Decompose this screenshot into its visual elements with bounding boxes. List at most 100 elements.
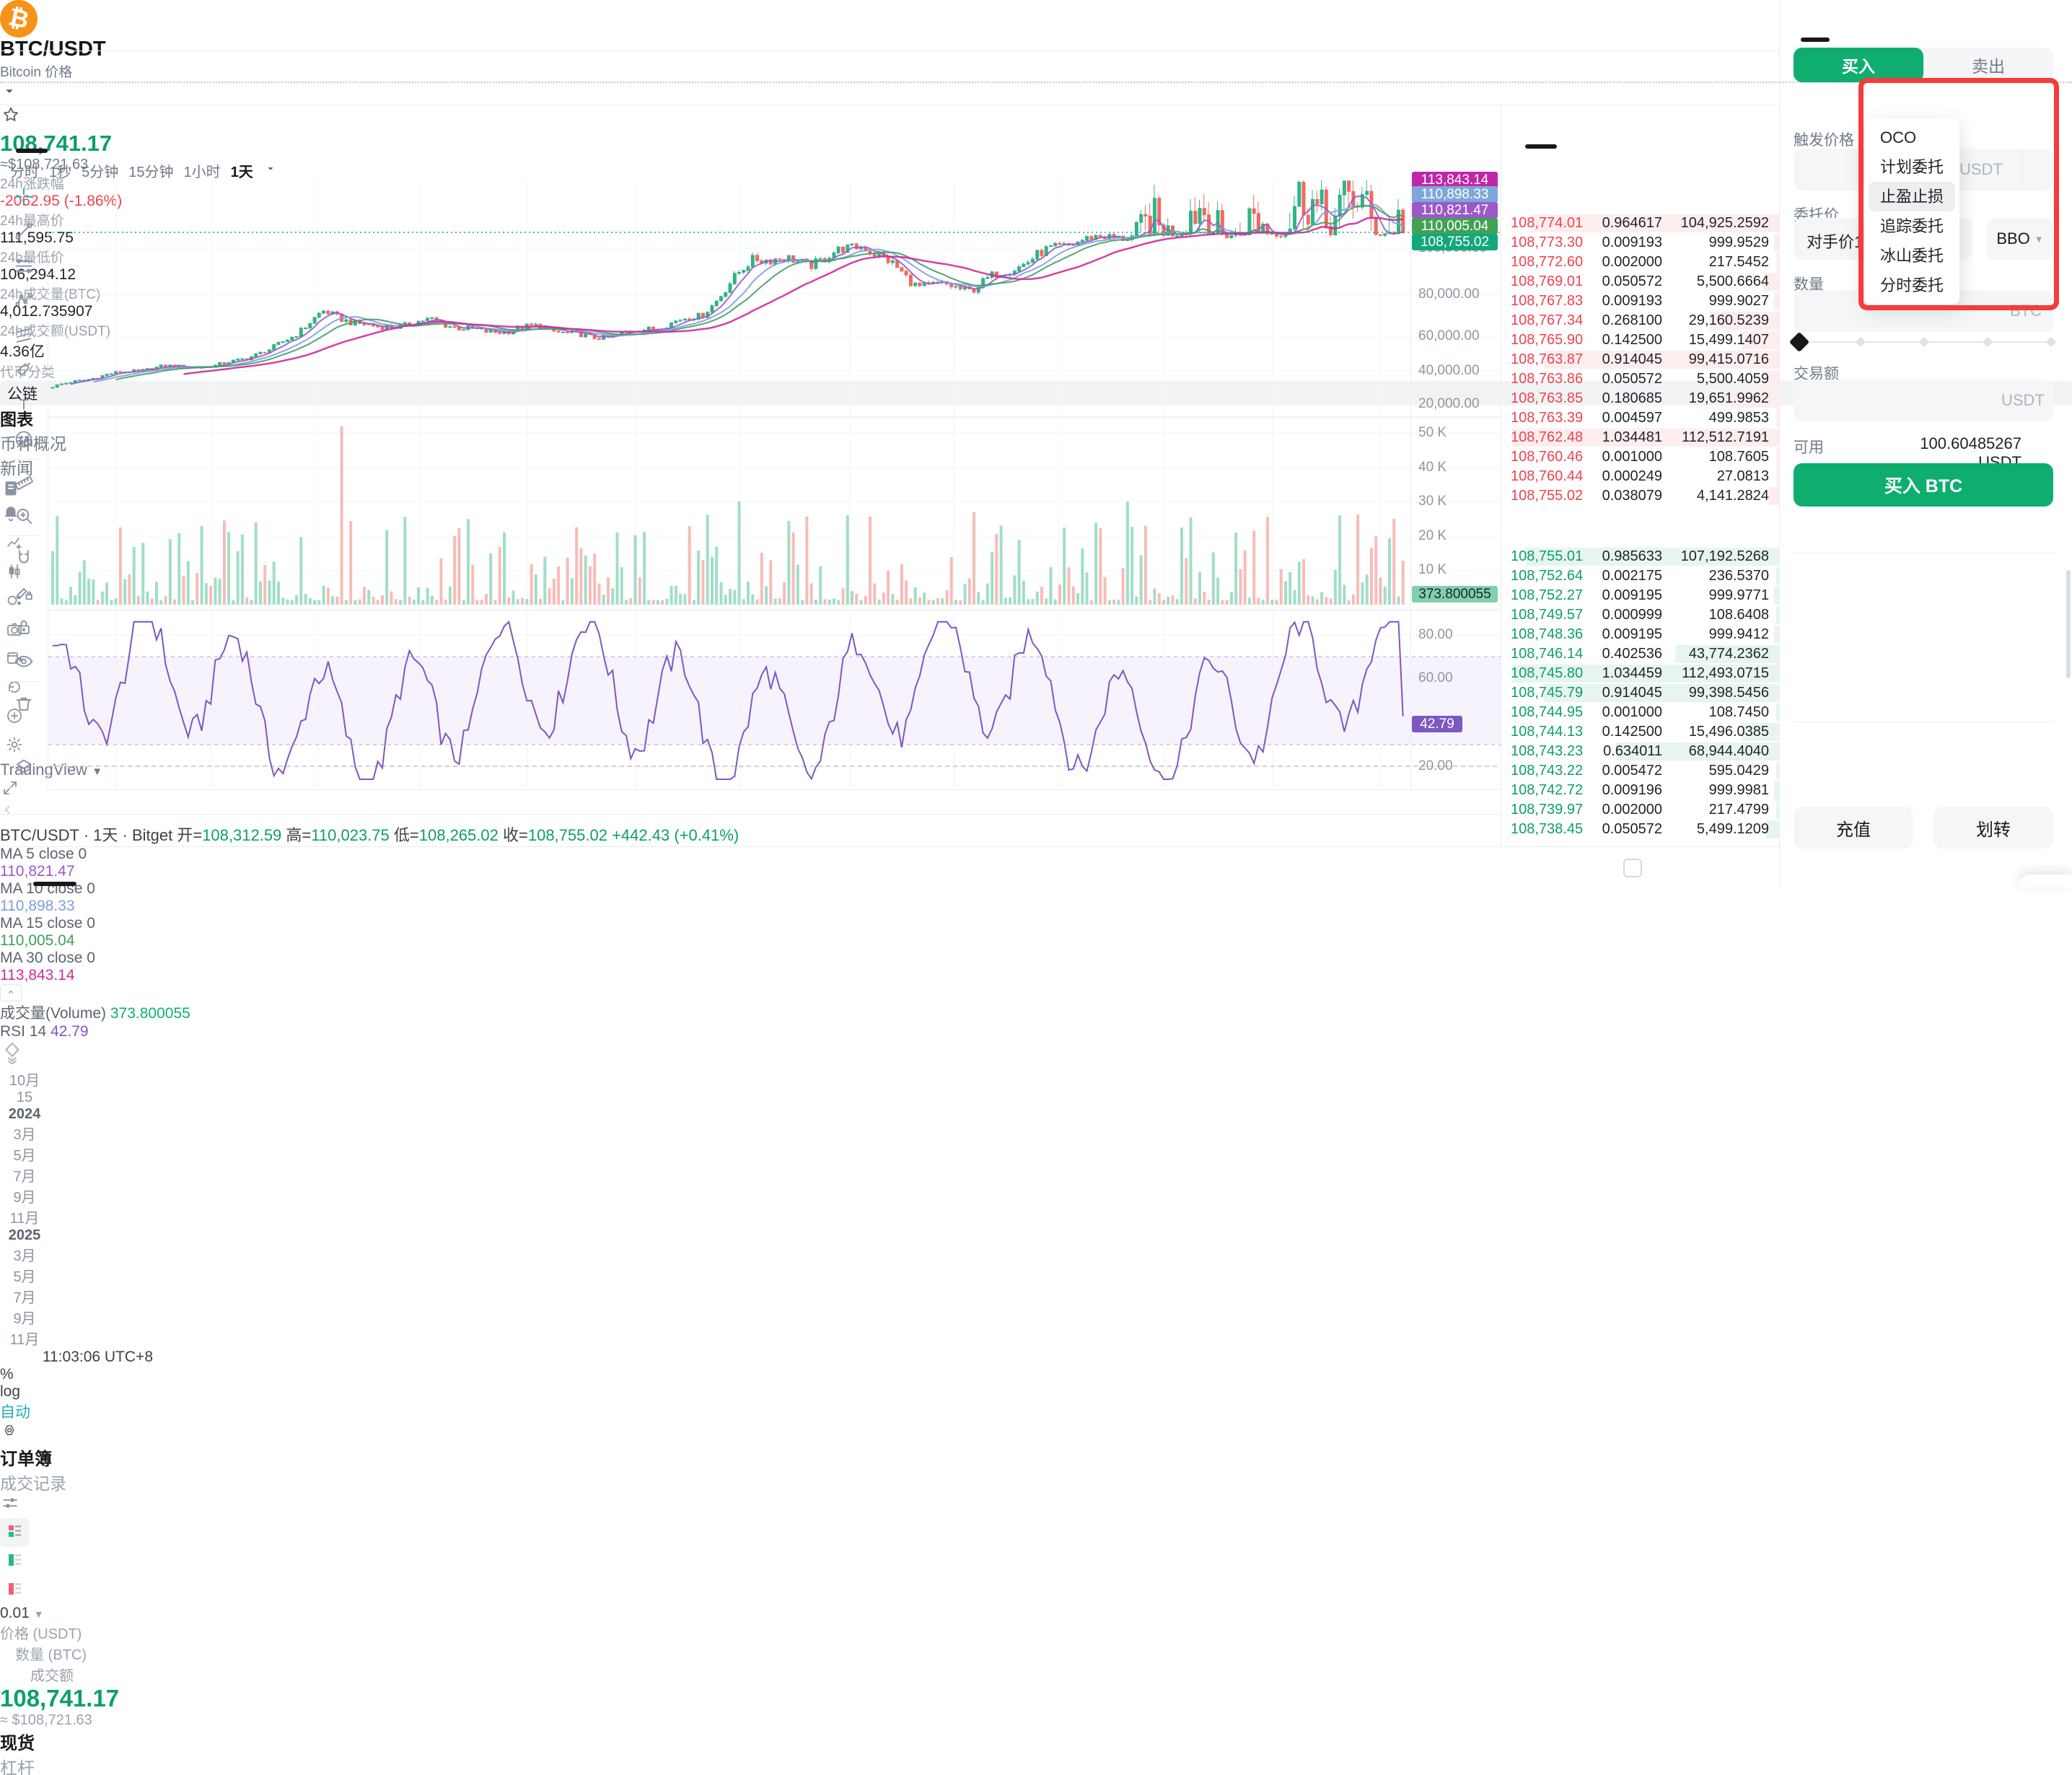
orderbook-layout-grid2-icon[interactable] [0, 1547, 29, 1576]
log-scale-toggle[interactable]: log [0, 1383, 21, 1400]
xabcd-pattern-icon[interactable] [7, 286, 40, 319]
tab-trade-history[interactable]: 成交记录 [0, 1474, 66, 1493]
edit-lock-icon[interactable] [7, 577, 40, 610]
bid-row[interactable]: 108,745.79 0.914045 99,398.5456 [1501, 683, 1779, 703]
buy-btc-button[interactable]: 买入 BTC [1794, 463, 2053, 507]
ask-row[interactable]: 108,767.83 0.009193 999.9027 [1501, 292, 1779, 311]
panel-tab-杠杆[interactable]: 杠杆 [0, 1759, 35, 1775]
bid-row[interactable]: 108,752.27 0.009195 999.9771 [1501, 586, 1779, 605]
auto-scale-toggle[interactable]: 自动 [0, 1404, 30, 1421]
chart-tab-图表[interactable]: 图表 [0, 410, 33, 429]
ask-row[interactable]: 108,763.39 0.004597 499.9853 [1501, 408, 1779, 428]
fullscreen-icon[interactable] [0, 779, 2072, 803]
lock-icon[interactable] [7, 612, 40, 645]
replay-icon[interactable] [0, 674, 29, 703]
percent-scale-toggle[interactable]: % [0, 1366, 14, 1382]
magnet-icon[interactable] [7, 543, 40, 576]
legend-collapse-button[interactable] [0, 984, 22, 1002]
dropdown-item-OCO[interactable]: OCO [1880, 128, 1917, 146]
dropdown-item-冰山委托[interactable]: 冰山委托 [1880, 247, 1944, 265]
dropdown-item-计划委托[interactable]: 计划委托 [1880, 158, 1944, 176]
sell-tab[interactable]: 卖出 [1972, 57, 2005, 76]
bid-row[interactable]: 108,744.95 0.001000 108.7450 [1501, 703, 1779, 722]
ask-row[interactable]: 108,763.86 0.050572 5,500.4059 [1501, 369, 1779, 389]
bid-row[interactable]: 108,752.64 0.002175 236.5370 [1501, 566, 1779, 586]
ask-row[interactable]: 108,769.01 0.050572 5,500.6664 [1501, 272, 1779, 292]
ask-row[interactable]: 108,767.34 0.268100 29,160.5239 [1501, 311, 1779, 330]
bid-row[interactable]: 108,742.72 0.009196 999.9981 [1501, 781, 1779, 800]
buy-tab[interactable]: 买入 [1794, 48, 1923, 82]
tradingview-selector[interactable]: TradingView ▼ [0, 761, 103, 779]
camera-icon[interactable] [0, 616, 29, 645]
ask-row[interactable]: 108,760.46 0.001000 108.7605 [1501, 447, 1779, 467]
bid-row[interactable]: 108,744.13 0.142500 15,496.0385 [1501, 722, 1779, 742]
panel-scrollbar[interactable] [2066, 570, 2071, 678]
price-chart-canvas[interactable] [48, 180, 1501, 790]
bid-row[interactable]: 108,746.14 0.402536 43,774.2362 [1501, 644, 1779, 664]
indicator-icon[interactable] [0, 530, 29, 558]
zoom-in-icon[interactable] [7, 501, 40, 534]
text-icon[interactable]: T [7, 390, 40, 423]
layers-icon[interactable] [7, 752, 40, 785]
chart-tab-币种概况[interactable]: 币种概况 [0, 434, 66, 453]
ask-row[interactable]: 108,755.02 0.038079 4,141.2824 [1501, 486, 1779, 506]
fib-lines-icon[interactable] [7, 251, 40, 284]
candles-icon[interactable] [0, 558, 29, 587]
deposit-button[interactable]: 充值 [1794, 807, 1913, 849]
ask-row[interactable]: 108,760.44 0.000249 27.0813 [1501, 467, 1779, 486]
dropdown-item-分时委托[interactable]: 分时委托 [1880, 276, 1944, 294]
ask-row[interactable]: 108,763.85 0.180685 19,651.9962 [1501, 389, 1779, 408]
alert-bell-icon[interactable] [0, 504, 2072, 530]
interval-1秒[interactable]: 1秒 [49, 165, 72, 180]
fib-channel-icon[interactable] [7, 320, 40, 354]
bid-row[interactable]: 108,749.57 0.000999 108.6408 [1501, 605, 1779, 625]
bid-row[interactable]: 108,738.45 0.050572 5,499.1209 [1501, 820, 1779, 839]
bid-row[interactable]: 108,743.23 0.634011 68,944.4040 [1501, 742, 1779, 761]
eye-icon[interactable] [7, 647, 40, 680]
chart-tab-新闻[interactable]: 新闻 [0, 459, 33, 478]
tab-orderbook[interactable]: 订单簿 [0, 1450, 52, 1469]
interval-5分钟[interactable]: 5分钟 [82, 165, 119, 180]
symbol-caret-icon[interactable] [0, 83, 2072, 105]
orderbook-layout-grid1-icon[interactable] [0, 1518, 29, 1547]
only-current-checkbox[interactable] [1623, 859, 1642, 877]
ask-row[interactable]: 108,762.48 1.034481 112,512.7191 [1501, 428, 1779, 447]
dropdown-item-追踪委托[interactable]: 追踪委托 [1880, 217, 1944, 235]
ask-row[interactable]: 108,774.01 0.964617 104,925.2592 [1501, 214, 1779, 233]
trash-icon[interactable] [7, 688, 40, 722]
bid-row[interactable]: 108,745.80 1.034459 112,493.0715 [1501, 664, 1779, 683]
interval-caret-icon[interactable] [263, 167, 278, 180]
panel-tab-现货[interactable]: 现货 [0, 1734, 35, 1753]
bbo-select[interactable]: BBO ▼ [1987, 218, 2053, 260]
bid-row[interactable]: 108,755.01 0.985633 107,192.5268 [1501, 547, 1779, 566]
precision-select[interactable]: 0.01 ▼ [0, 1605, 44, 1621]
interval-1小时[interactable]: 1小时 [183, 165, 221, 180]
interval-15分钟[interactable]: 15分钟 [128, 165, 174, 180]
crosshair-icon[interactable] [7, 182, 40, 215]
ask-row[interactable]: 108,763.87 0.914045 99,415.0716 [1501, 350, 1779, 369]
gear-icon[interactable] [0, 732, 29, 761]
axis-settings-icon[interactable] [0, 1422, 2072, 1445]
tradingview-logo[interactable] [0, 1040, 2072, 1069]
ask-row[interactable]: 108,773.30 0.009193 999.9529 [1501, 233, 1779, 253]
floating-widget-corner[interactable] [2019, 875, 2072, 888]
orderbook-mid-price[interactable]: 108,741.17 [0, 1685, 120, 1712]
bid-row[interactable]: 108,743.22 0.005472 595.0429 [1501, 761, 1779, 781]
dropdown-item-止盈止损[interactable]: 止盈止损 [1869, 182, 1955, 211]
clock[interactable]: 11:03:06 UTC+8 [42, 1349, 153, 1365]
notebook-icon[interactable] [0, 479, 2072, 504]
trend-line-icon[interactable] [7, 216, 40, 250]
orderbook-settings-icon[interactable] [0, 1494, 2072, 1518]
ruler-icon[interactable] [7, 466, 40, 499]
orderbook-layout-grid3-icon[interactable] [0, 1576, 29, 1605]
brush-icon[interactable] [7, 355, 40, 388]
amount-input[interactable] [1794, 380, 2053, 421]
favorite-star-icon[interactable] [0, 105, 2072, 131]
plus-circle-icon[interactable] [0, 703, 29, 732]
emoji-icon[interactable] [7, 424, 40, 457]
interval-分时[interactable]: 分时 [10, 165, 39, 180]
ask-row[interactable]: 108,765.90 0.142500 15,499.1407 [1501, 330, 1779, 350]
collapse-toolbar-icon[interactable] [0, 803, 2072, 823]
calendar-go-icon[interactable] [0, 645, 29, 674]
ask-row[interactable]: 108,772.60 0.002000 217.5452 [1501, 253, 1779, 272]
